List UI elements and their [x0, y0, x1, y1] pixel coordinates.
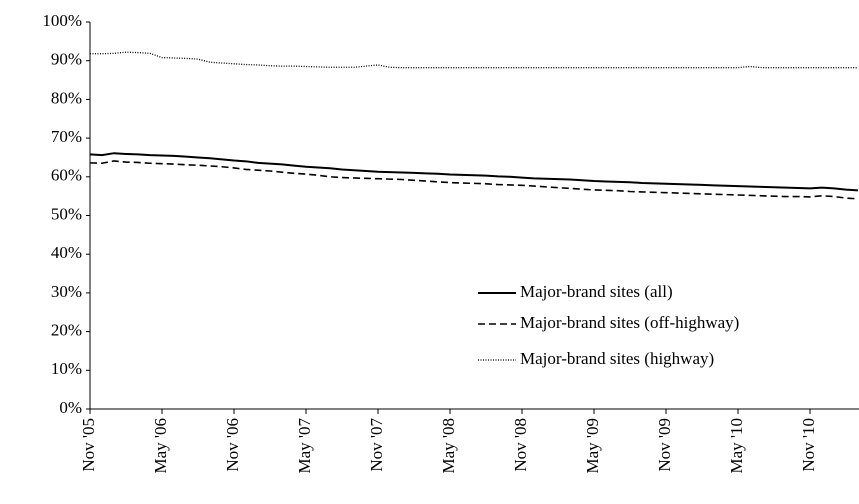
- x-tick-label: Nov '08: [511, 418, 530, 472]
- x-tick-label: Nov '05: [79, 418, 98, 472]
- y-tick-label: 60%: [51, 166, 82, 185]
- y-tick-label: 100%: [42, 11, 82, 30]
- y-tick-label: 80%: [51, 88, 82, 107]
- x-tick-label: Nov '10: [799, 418, 818, 472]
- legend-label: Major-brand sites (all): [520, 282, 673, 301]
- x-tick-label: Nov '06: [223, 418, 242, 472]
- y-tick-label: 40%: [51, 243, 82, 262]
- x-tick-label: May '09: [583, 418, 602, 473]
- series-line: [90, 51, 858, 69]
- y-tick-label: 0%: [59, 398, 82, 417]
- legend-label: Major-brand sites (highway): [520, 349, 714, 368]
- y-tick-label: 50%: [51, 204, 82, 223]
- x-tick-label: May '06: [151, 418, 170, 473]
- x-tick-label: May '07: [295, 418, 314, 474]
- series-line: [89, 152, 859, 192]
- legend-label: Major-brand sites (off-highway): [520, 313, 739, 332]
- y-tick-label: 90%: [51, 50, 82, 69]
- y-tick-label: 10%: [51, 359, 82, 378]
- y-tick-label: 70%: [51, 127, 82, 146]
- x-tick-label: Nov '09: [655, 418, 674, 472]
- x-tick-label: Nov '07: [367, 418, 386, 472]
- x-tick-label: May '08: [439, 418, 458, 473]
- y-tick-label: 20%: [51, 321, 82, 340]
- y-tick-label: 30%: [51, 282, 82, 301]
- x-tick-label: May '10: [727, 418, 746, 473]
- series-line: [89, 160, 859, 200]
